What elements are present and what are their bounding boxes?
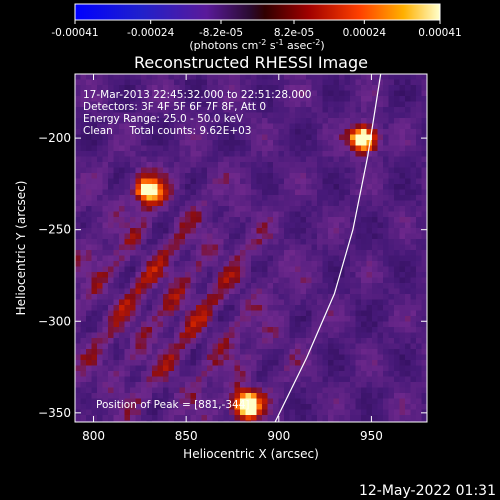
chart-title: Reconstructed RHESSI Image [134,53,368,72]
info-time-range: 17-Mar-2013 22:45:32.000 to 22:51:28.000 [83,89,311,101]
footer-timestamp: 12-May-2022 01:31 [359,483,496,499]
colorbar-tick-label: 0.00024 [343,27,387,39]
colorbar-tick-label: 0.00041 [418,27,461,39]
colorbar-tick-label: -0.00024 [127,27,175,39]
x-tick-label: 850 [175,429,198,443]
colorbar-tick-label: 8.2e-05 [274,27,314,39]
y-tick-label: −300 [38,314,71,328]
x-tick-label: 900 [267,429,290,443]
info-clean-counts: Clean Total counts: 9.62E+03 [83,125,252,137]
solar-limb-line [274,74,382,422]
colorbar-tick-label: -8.2e-05 [199,27,243,39]
y-tick-label: −250 [38,223,71,237]
x-tick-label: 800 [82,429,105,443]
info-overlay: 17-Mar-2013 22:45:32.000 to 22:51:28.000… [83,89,311,411]
colorbar: -0.00041 -0.00024 -8.2e-05 8.2e-05 0.00024 0.… [51,3,462,52]
x-axis-label: Heliocentric X (arcsec) [183,447,319,461]
plot-frame [74,73,428,423]
y-tick-label: −200 [38,131,71,145]
y-axis-label: Heliocentric Y (arcsec) [14,181,28,316]
info-detectors: Detectors: 3F 4F 5F 6F 7F 8F, Att 0 [83,101,266,113]
plot-area: 800 850 900 950 −200 −250 −300 −350 [38,73,428,443]
x-tick-label: 950 [360,429,383,443]
colorbar-tick-label: -0.00041 [51,27,98,39]
axis-ticks: 800 850 900 950 −200 −250 −300 −350 [38,74,427,443]
info-energy-range: Energy Range: 25.0 - 50.0 keV [83,113,244,125]
colorbar-gradient [74,3,441,21]
y-tick-label: −350 [38,406,71,420]
heatmap-cells [75,74,427,422]
colorbar-ticks: -0.00041 -0.00024 -8.2e-05 8.2e-05 0.00024 0.… [51,20,462,39]
colorbar-unit-label: (photons cm-2 s-1 asec-2) [189,38,324,52]
info-peak-position: Position of Peak = [881,-344] [96,399,250,411]
